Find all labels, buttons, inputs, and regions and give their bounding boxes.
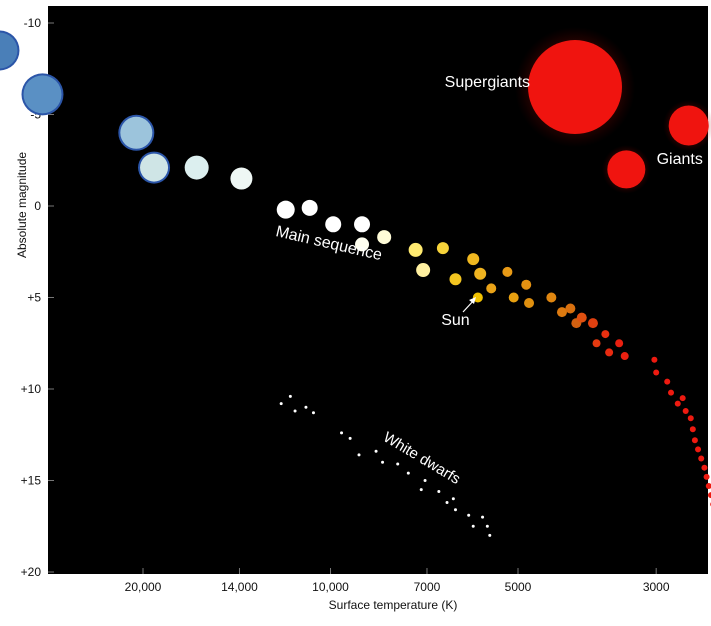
main-sequence-star xyxy=(301,199,318,216)
y-tick-label: +20 xyxy=(21,565,42,579)
main-sequence-star xyxy=(651,356,658,363)
white-dwarf-point xyxy=(293,409,297,413)
giant-star xyxy=(607,150,646,189)
main-sequence-star xyxy=(587,318,598,329)
y-tick-label: +15 xyxy=(21,474,42,488)
main-sequence-star xyxy=(682,407,689,414)
white-dwarf-point xyxy=(485,524,489,528)
white-dwarf-point xyxy=(279,402,283,406)
main-sequence-star xyxy=(467,253,480,266)
white-dwarf-point xyxy=(471,524,475,528)
main-sequence-star xyxy=(664,378,671,385)
white-dwarf-point xyxy=(451,497,455,501)
white-dwarf-point xyxy=(348,436,352,440)
annotation-giants: Giants xyxy=(657,151,703,168)
white-dwarf-point xyxy=(357,453,361,457)
white-dwarf-point xyxy=(419,488,423,492)
main-sequence-star xyxy=(546,292,557,303)
giant-star xyxy=(668,105,709,146)
y-tick-label: -5 xyxy=(30,108,41,122)
main-sequence-star xyxy=(140,153,169,182)
white-dwarf-point xyxy=(374,449,378,453)
sun-pointer-arrowhead xyxy=(469,297,476,304)
supergiant-star xyxy=(528,40,623,135)
main-sequence-star xyxy=(707,492,711,499)
white-dwarf-point xyxy=(453,508,457,512)
main-sequence-star xyxy=(120,116,153,149)
main-sequence-star xyxy=(416,263,431,278)
star-markers xyxy=(0,26,711,537)
white-dwarf-point xyxy=(423,479,427,482)
main-sequence-star xyxy=(674,400,681,407)
white-dwarf-point xyxy=(311,411,315,415)
x-tick-label: 3000 xyxy=(643,580,670,594)
white-dwarf-point xyxy=(437,489,441,493)
main-sequence-star xyxy=(230,167,253,190)
main-sequence-star xyxy=(408,242,423,257)
main-sequence-star xyxy=(698,455,705,462)
main-sequence-star xyxy=(521,279,532,290)
white-dwarf-point xyxy=(481,515,485,519)
y-tick-label: 0 xyxy=(34,199,41,213)
main-sequence-star xyxy=(620,352,629,361)
white-dwarf-point xyxy=(340,431,344,435)
main-sequence-star xyxy=(449,273,462,286)
main-sequence-star xyxy=(474,267,487,280)
x-axis-ticks: 20,000 14,000 10,000 7000 5000 3000 xyxy=(125,568,670,594)
y-tick-label: -10 xyxy=(24,16,42,30)
main-sequence-star xyxy=(486,283,497,294)
main-sequence-star xyxy=(668,389,675,396)
main-sequence-star xyxy=(576,312,587,323)
main-sequence-star xyxy=(695,446,702,453)
annotation-sun: Sun xyxy=(441,312,469,329)
main-sequence-star xyxy=(184,155,209,180)
y-axis-title: Absolute magnitude xyxy=(15,152,29,258)
main-sequence-star xyxy=(653,369,660,376)
white-dwarf-point xyxy=(445,500,449,504)
main-sequence-star xyxy=(605,348,614,357)
white-dwarf-point xyxy=(288,394,292,398)
main-sequence-star xyxy=(276,200,295,219)
white-dwarf-point xyxy=(467,513,471,517)
white-dwarf-point xyxy=(381,460,385,464)
main-sequence-star xyxy=(691,437,698,444)
main-sequence-star xyxy=(592,339,601,348)
white-dwarf-point xyxy=(488,533,492,537)
main-sequence-star xyxy=(689,426,696,433)
white-dwarf-point xyxy=(396,462,400,466)
main-sequence-star xyxy=(354,216,371,233)
y-tick-label: +5 xyxy=(27,291,41,305)
white-dwarf-point xyxy=(304,405,308,409)
main-sequence-star xyxy=(325,216,342,233)
x-axis-title: Surface temperature (K) xyxy=(329,598,458,612)
main-sequence-star xyxy=(502,266,513,277)
x-tick-label: 14,000 xyxy=(221,580,258,594)
y-tick-label: +10 xyxy=(21,382,42,396)
main-sequence-star xyxy=(436,242,449,255)
main-sequence-star xyxy=(23,75,62,114)
main-sequence-star xyxy=(508,292,519,303)
main-sequence-star xyxy=(0,32,18,69)
annotation-supergiants: Supergiants xyxy=(445,74,530,91)
x-tick-label: 7000 xyxy=(414,580,441,594)
main-sequence-star xyxy=(703,473,710,480)
main-sequence-star xyxy=(615,339,624,348)
white-dwarf-point xyxy=(406,471,410,475)
main-sequence-star xyxy=(679,395,686,402)
main-sequence-star xyxy=(705,482,711,489)
x-tick-label: 5000 xyxy=(505,580,532,594)
main-sequence-star xyxy=(701,464,708,471)
main-sequence-star xyxy=(601,330,610,339)
main-sequence-star xyxy=(565,303,576,314)
x-tick-label: 10,000 xyxy=(312,580,349,594)
main-sequence-star xyxy=(687,415,694,422)
sun-star xyxy=(472,292,483,303)
main-sequence-star xyxy=(524,297,535,308)
y-axis-ticks: -10 -5 0 +5 +10 +15 +20 xyxy=(21,16,54,579)
main-sequence-star xyxy=(355,237,370,252)
main-sequence-star xyxy=(377,230,392,245)
x-tick-label: 20,000 xyxy=(125,580,162,594)
main-sequence-star xyxy=(556,307,567,318)
